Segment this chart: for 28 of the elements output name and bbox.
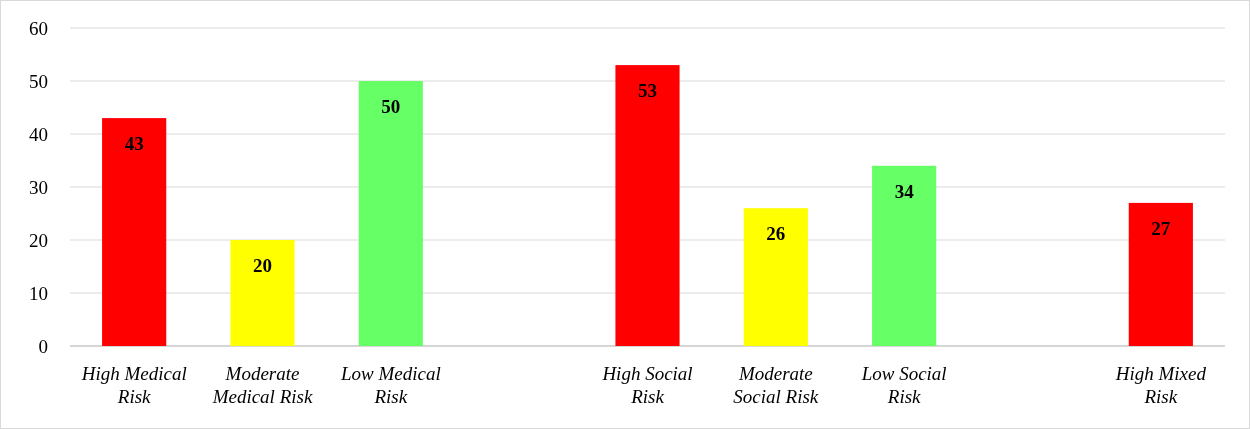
x-tick-label: Moderate Medical Risk xyxy=(211,363,313,407)
y-tick-label: 30 xyxy=(29,176,48,198)
x-tick-label: Moderate Social Risk xyxy=(733,363,819,407)
bar xyxy=(230,240,295,346)
data-label: 20 xyxy=(253,255,272,276)
bar xyxy=(615,65,680,346)
y-tick-label: 50 xyxy=(29,70,48,92)
bar xyxy=(1128,202,1193,346)
y-tick-label: 0 xyxy=(38,335,48,357)
bar xyxy=(743,208,808,346)
data-label: 50 xyxy=(381,96,401,117)
x-tick-label: High Mixed Risk xyxy=(1114,363,1207,407)
y-tick-label: 10 xyxy=(29,282,48,304)
y-tick-label: 20 xyxy=(29,229,48,251)
bar xyxy=(872,165,937,346)
x-tick-label: Low Social Risk xyxy=(860,363,947,407)
x-tick-label: High Medical Risk xyxy=(80,363,187,407)
x-tick-label: Low Medical Risk xyxy=(339,363,441,407)
data-label: 53 xyxy=(638,80,657,102)
data-label: 43 xyxy=(124,133,144,155)
y-tick-label: 60 xyxy=(29,17,48,39)
data-label: 27 xyxy=(1151,217,1171,239)
x-tick-label: High Social Risk xyxy=(601,363,693,407)
bar xyxy=(102,118,167,346)
data-label: 26 xyxy=(766,223,786,245)
bar xyxy=(358,81,423,346)
y-tick-label: 40 xyxy=(29,123,48,145)
data-label: 34 xyxy=(894,180,915,202)
